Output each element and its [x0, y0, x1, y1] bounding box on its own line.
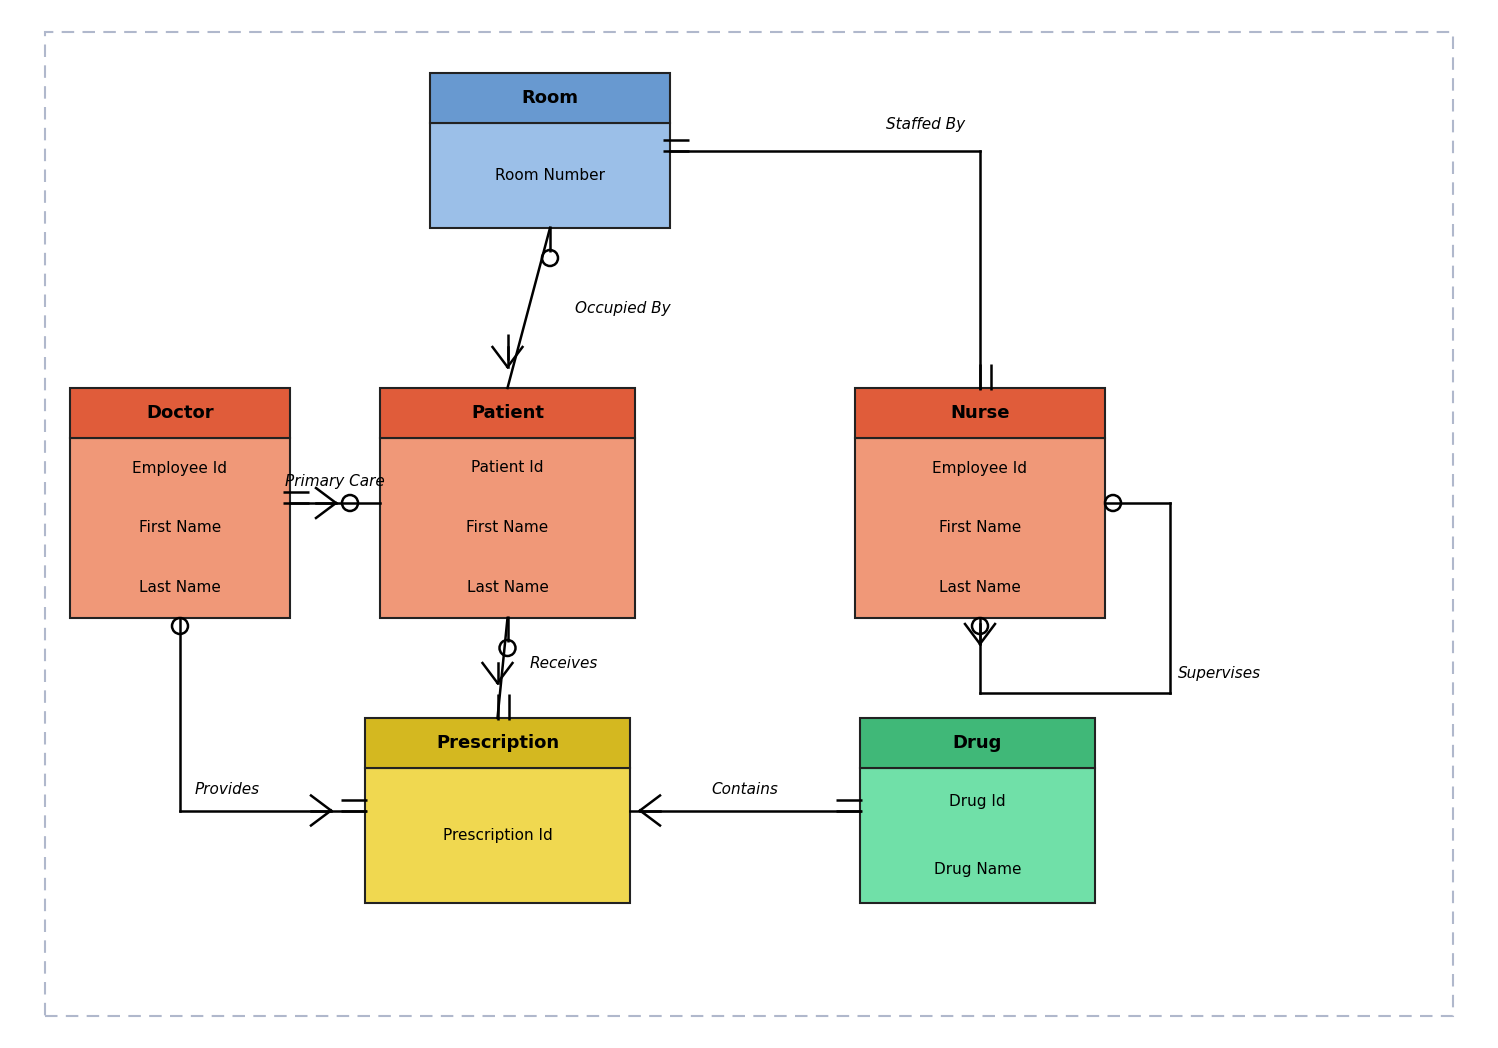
Bar: [366, 718, 631, 768]
Text: First Name: First Name: [939, 521, 1022, 536]
Text: First Name: First Name: [139, 521, 222, 536]
Bar: [380, 438, 635, 618]
Bar: [366, 768, 631, 903]
Text: Employee Id: Employee Id: [932, 460, 1028, 476]
Text: First Name: First Name: [466, 521, 548, 536]
Text: Contains: Contains: [712, 782, 779, 796]
Text: Employee Id: Employee Id: [132, 460, 228, 476]
Text: Room: Room: [521, 89, 578, 107]
Bar: [855, 438, 1106, 618]
Text: Last Name: Last Name: [466, 581, 548, 595]
Text: Drug Name: Drug Name: [933, 861, 1022, 877]
Text: Prescription Id: Prescription Id: [442, 828, 553, 843]
Text: Last Name: Last Name: [939, 581, 1022, 595]
Bar: [430, 123, 670, 228]
Bar: [380, 388, 635, 438]
Bar: [855, 388, 1106, 438]
Text: Room Number: Room Number: [494, 168, 605, 183]
Text: Drug Id: Drug Id: [950, 794, 1005, 809]
Bar: [70, 388, 291, 438]
Text: Occupied By: Occupied By: [575, 301, 671, 315]
Text: Last Name: Last Name: [139, 581, 220, 595]
Text: Prescription: Prescription: [436, 734, 559, 752]
Text: Patient: Patient: [470, 403, 544, 422]
Bar: [860, 718, 1095, 768]
Text: Primary Care: Primary Care: [285, 474, 385, 489]
Text: Nurse: Nurse: [950, 403, 1010, 422]
Text: Provides: Provides: [195, 782, 261, 796]
Text: Patient Id: Patient Id: [472, 460, 544, 476]
Text: Doctor: Doctor: [147, 403, 214, 422]
Bar: [860, 768, 1095, 903]
Text: Receives: Receives: [529, 655, 598, 671]
Text: Staffed By: Staffed By: [885, 117, 965, 132]
Text: Drug: Drug: [953, 734, 1002, 752]
Text: Supervises: Supervises: [1177, 665, 1261, 681]
Bar: [70, 438, 291, 618]
Bar: [430, 73, 670, 123]
